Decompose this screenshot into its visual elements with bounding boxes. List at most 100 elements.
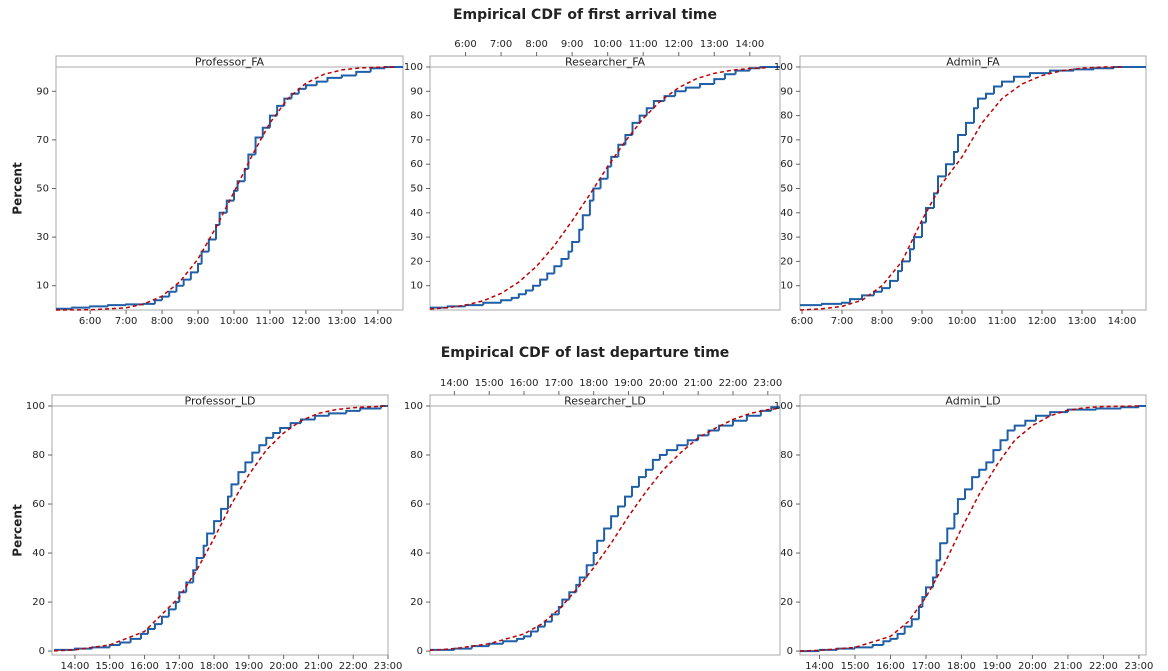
ecdf-step [603,527,612,541]
fitted-cdf [55,66,396,311]
ecdf-step [992,449,1001,463]
ecdf-step [759,66,780,69]
ecdf-step [355,70,371,76]
ecdf-step [1034,414,1051,421]
ecdf-step [340,74,357,78]
ecdf-step [89,305,109,308]
x-tick-label: 22:00 [1089,661,1118,671]
ecdf-step [482,301,502,306]
y-tick-label: 80 [410,450,423,461]
x-tick-label: 22:00 [719,378,748,389]
ecdf-step [290,92,299,99]
x-tick-label: 21:00 [304,661,333,671]
y-tick-label: 70 [780,135,793,146]
ecdf-step [561,598,570,607]
x-tick-label: 9:00 [187,316,209,327]
y-tick-label: 0 [787,646,793,657]
x-tick-label: 16:00 [130,661,159,671]
y-tick-label: 40 [780,208,793,219]
ecdf-step [617,505,626,517]
x-tick-label: 21:00 [1054,661,1083,671]
plot-frame [429,55,781,311]
x-tick-label: 19:00 [614,378,643,389]
x-tick-label: 9:00 [911,316,933,327]
ecdf-step [645,107,654,116]
ecdf-step [578,576,587,585]
ecdf-step [684,86,701,92]
x-tick-label: 19:00 [983,661,1012,671]
ecdf-step [588,199,594,216]
ecdf-step [185,581,194,593]
y-axis-label: Percent [11,504,25,557]
plot-frame [429,394,781,656]
ecdf-step [1095,407,1122,410]
ecdf-step [665,449,678,456]
ecdf-step [192,569,197,583]
ecdf-step [699,83,715,88]
panel-title: Researcher_FA [565,56,646,69]
ecdf-step [279,427,291,433]
ecdf-step [937,175,946,194]
ecdf-step [516,637,525,642]
y-tick-label: 20 [780,597,793,608]
ecdf-step [965,121,974,136]
ecdf-step [921,596,926,607]
x-tick-label: 15:00 [475,378,504,389]
fitted-cdf [799,405,1139,652]
x-tick-label: 14:00 [363,316,392,327]
y-tick-label: 20 [410,597,423,608]
ecdf-step [244,461,253,473]
x-tick-label: 20:00 [269,661,298,671]
ecdf-step [502,640,518,644]
ecdf-step [686,439,699,446]
x-tick-label: 23:00 [374,661,403,671]
x-tick-label: 16:00 [510,378,539,389]
ecdf-step [871,643,884,648]
x-tick-label: 14:00 [440,378,469,389]
panel-title: Professor_LD [185,395,256,408]
x-tick-label: 17:00 [544,378,573,389]
x-tick-label: 15:00 [841,661,870,671]
y-tick-label: 80 [780,450,793,461]
ecdf-step [945,163,954,177]
ecdf-step [630,485,639,497]
y-tick-label: 80 [780,111,793,122]
ecdf-step [913,236,922,250]
ecdf-step [215,223,220,240]
x-tick-label: 12:00 [291,316,320,327]
ecdf-step [939,542,948,561]
y-tick-label: 40 [780,548,793,559]
fitted-cdf [54,405,389,652]
ecdf-step [882,640,891,645]
x-tick-label: 18:00 [579,378,608,389]
x-tick-label: 13:00 [1068,316,1097,327]
ecdf-step [202,544,208,558]
ecdf-step [529,630,538,637]
ecdf-step [985,461,994,470]
y-tick-label: 60 [780,159,793,170]
y-tick-label: 80 [410,111,423,122]
y-tick-label: 90 [36,86,49,97]
x-tick-label: 10:00 [948,316,977,327]
ecdf-step [232,189,238,201]
ecdf-step [658,454,667,460]
ecdf-step [953,512,958,529]
x-tick-label: 8:00 [871,316,893,327]
ecdf-step [107,304,127,307]
x-tick-label: 13:00 [327,316,356,327]
ecdf-step [1006,429,1015,441]
y-tick-label: 40 [32,548,45,559]
ecdf-step [265,436,274,446]
ecdf-step [230,483,239,497]
ecdf-step [254,136,263,155]
ecdf-step [953,151,958,165]
ecdf-step [674,90,686,97]
x-tick-label: 18:00 [947,661,976,671]
y-tick-label: 50 [36,184,49,195]
y-tick-label: 0 [39,646,45,657]
ecdf-step [999,439,1008,451]
x-tick-label: 7:00 [831,316,853,327]
y-tick-label: 10 [780,281,793,292]
ecdf-step [1093,67,1114,70]
ecdf-step [946,527,955,544]
